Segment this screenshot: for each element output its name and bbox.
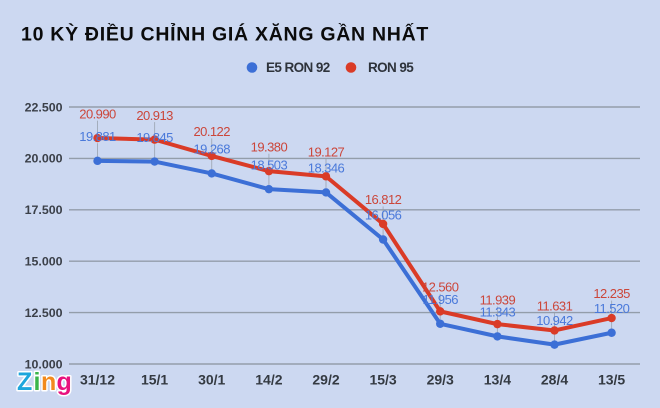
svg-text:11.956: 11.956 <box>422 292 458 307</box>
svg-text:11.631: 11.631 <box>537 299 573 314</box>
svg-text:Z: Z <box>17 368 32 396</box>
svg-text:20.990: 20.990 <box>79 106 116 121</box>
svg-text:12.560: 12.560 <box>422 280 459 295</box>
svg-text:15.000: 15.000 <box>25 255 63 269</box>
svg-text:19.845: 19.845 <box>136 130 173 145</box>
svg-text:28/4: 28/4 <box>541 372 568 388</box>
svg-text:29/2: 29/2 <box>312 372 339 388</box>
svg-text:g: g <box>57 368 72 396</box>
svg-text:15/1: 15/1 <box>141 372 168 388</box>
svg-text:18.503: 18.503 <box>251 157 288 172</box>
svg-text:15/3: 15/3 <box>369 372 396 388</box>
svg-text:19.127: 19.127 <box>308 145 345 160</box>
svg-text:29/3: 29/3 <box>427 372 454 388</box>
svg-text:13/4: 13/4 <box>484 372 511 388</box>
svg-text:19.268: 19.268 <box>193 142 230 157</box>
svg-text:n: n <box>41 368 56 396</box>
svg-text:19.881: 19.881 <box>79 129 116 144</box>
svg-text:17.500: 17.500 <box>25 203 63 217</box>
svg-text:31/12: 31/12 <box>80 372 115 388</box>
svg-text:10 KỲ ĐIỀU CHỈNH GIÁ XĂNG GẦN: 10 KỲ ĐIỀU CHỈNH GIÁ XĂNG GẦN NHẤT <box>21 22 429 46</box>
svg-text:20.913: 20.913 <box>136 108 173 123</box>
svg-text:19.380: 19.380 <box>251 139 288 154</box>
svg-text:RON 95: RON 95 <box>368 60 414 75</box>
svg-text:i: i <box>34 368 41 396</box>
svg-text:11.939: 11.939 <box>480 292 516 307</box>
svg-text:E5 RON 92: E5 RON 92 <box>266 60 330 75</box>
svg-text:14/2: 14/2 <box>255 372 282 388</box>
svg-text:10.000: 10.000 <box>25 357 63 371</box>
svg-text:16.056: 16.056 <box>365 208 402 223</box>
svg-text:18.346: 18.346 <box>308 161 345 176</box>
svg-text:16.812: 16.812 <box>365 192 402 207</box>
svg-text:11.343: 11.343 <box>480 305 516 320</box>
svg-text:30/1: 30/1 <box>198 372 225 388</box>
svg-text:20.000: 20.000 <box>25 152 63 166</box>
svg-text:10.942: 10.942 <box>536 313 573 328</box>
svg-text:13/5: 13/5 <box>598 372 625 388</box>
svg-text:22.500: 22.500 <box>25 100 63 114</box>
svg-text:11.520: 11.520 <box>594 301 630 316</box>
svg-text:12.500: 12.500 <box>25 306 63 320</box>
svg-text:20.122: 20.122 <box>193 124 230 139</box>
svg-text:12.235: 12.235 <box>593 286 630 301</box>
